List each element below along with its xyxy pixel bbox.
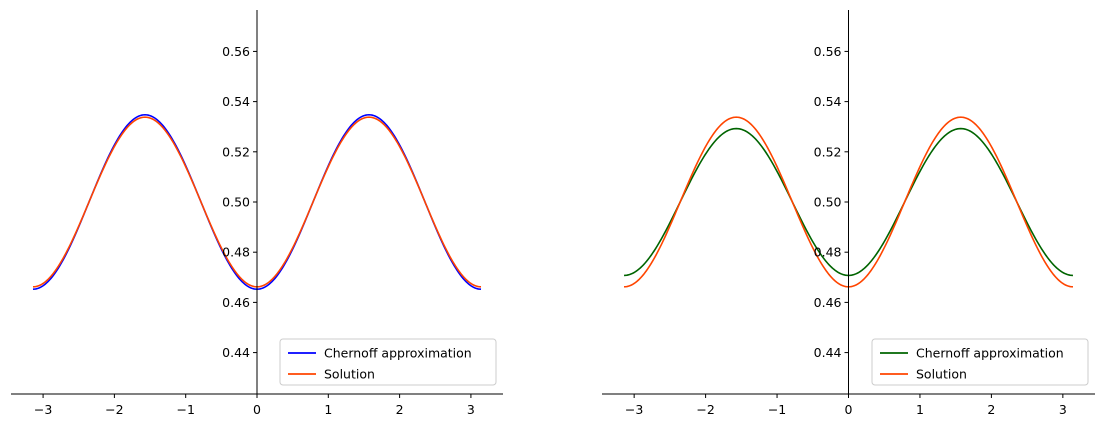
legend-label: Solution: [324, 367, 375, 382]
y-tick-label: 0.52: [222, 144, 250, 159]
x-tick-label: 2: [396, 402, 404, 417]
y-tick-label: 0.54: [222, 94, 250, 109]
legend-label: Solution: [916, 367, 967, 382]
x-tick-label: 3: [467, 402, 475, 417]
x-tick-label: −2: [105, 402, 123, 417]
x-tick-label: −3: [625, 402, 643, 417]
chart-panel-2: −3 −2 −1 0 1 2 3 0.44 0.46 0.48 0.50 0.52 0.54 0.56 Ch…: [602, 10, 1095, 417]
x-tick-label: 0: [845, 402, 853, 417]
x-tick-label: 3: [1059, 402, 1067, 417]
x-tick-label: −1: [176, 402, 194, 417]
y-tick-label: 0.48: [222, 245, 250, 260]
legend-box: [279, 338, 497, 386]
x-tick-label: 0: [253, 402, 261, 417]
legend: Chernoff approximation Solution: [279, 338, 497, 386]
y-tick-label: 0.48: [814, 245, 842, 260]
legend: Chernoff approximation Solution: [871, 338, 1089, 386]
x-tick-label: 1: [324, 402, 332, 417]
chart-panel-1: −3 −2 −1 0 1 2 3 0.44 0.46 0.48 0.50 0.52 0.54 0.56 Ch…: [11, 10, 503, 417]
x-tick-label: −1: [768, 402, 786, 417]
y-tick-label: 0.50: [222, 195, 250, 210]
y-tick-label: 0.44: [222, 345, 250, 360]
x-tick-label: 2: [987, 402, 995, 417]
y-tick-label: 0.50: [814, 195, 842, 210]
y-tick-label: 0.56: [814, 44, 842, 59]
x-tick-label: −2: [696, 402, 714, 417]
y-tick-label: 0.46: [222, 295, 250, 310]
y-tick-label: 0.46: [814, 295, 842, 310]
x-tick-label: 1: [916, 402, 924, 417]
legend-box: [871, 338, 1089, 386]
y-tick-label: 0.44: [814, 345, 842, 360]
y-tick-label: 0.52: [814, 144, 842, 159]
legend-label: Chernoff approximation: [916, 346, 1064, 361]
legend-label: Chernoff approximation: [324, 346, 472, 361]
x-tick-label: −3: [34, 402, 52, 417]
y-tick-label: 0.56: [222, 44, 250, 59]
y-tick-label: 0.54: [814, 94, 842, 109]
